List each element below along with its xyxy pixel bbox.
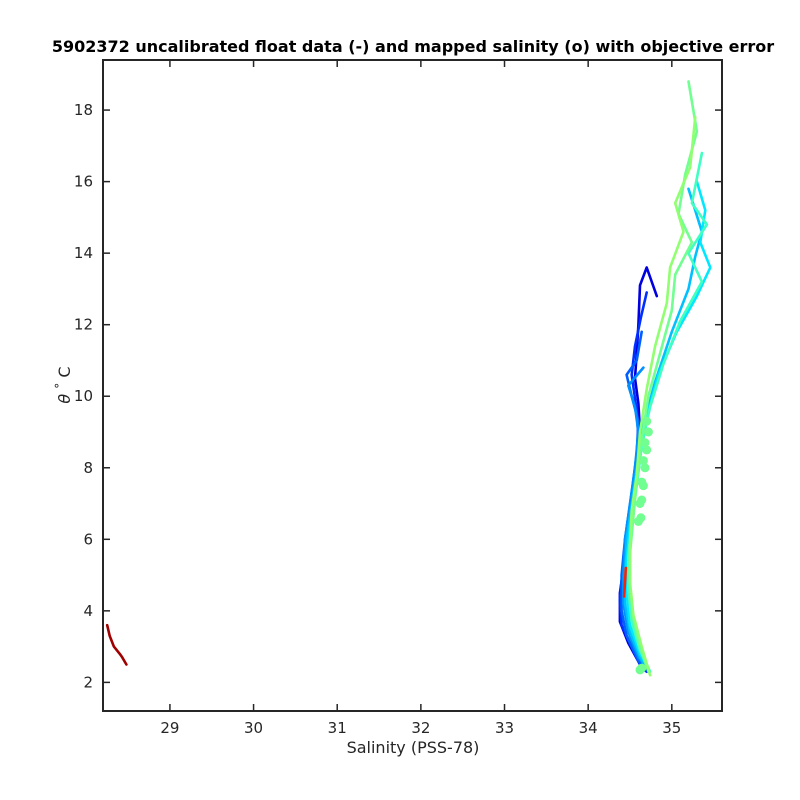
mapped-salinity-point bbox=[638, 456, 648, 466]
y-axis: 2 4 6 8 10 12 14 16 18 bbox=[74, 101, 722, 691]
float-profile-8 bbox=[628, 80, 699, 673]
y-axis-label-degree: ° bbox=[53, 383, 67, 389]
mapped-salinity-point bbox=[640, 463, 650, 473]
y-tick-label: 2 bbox=[83, 673, 93, 691]
float-profile-10 bbox=[622, 566, 628, 598]
float-profile-4 bbox=[622, 366, 648, 670]
x-axis-label: Salinity (PSS-78) bbox=[347, 738, 480, 757]
x-tick-label: 30 bbox=[244, 719, 263, 737]
mapped-salinity-point bbox=[637, 663, 647, 673]
y-tick-label: 12 bbox=[74, 316, 93, 334]
y-axis-label-unit: C bbox=[55, 366, 74, 377]
y-tick-label: 14 bbox=[74, 244, 93, 262]
mapped-salinity-point bbox=[636, 513, 646, 523]
axes-frame bbox=[102, 59, 723, 712]
mapped-salinity-point bbox=[642, 416, 652, 426]
x-tick-label: 35 bbox=[662, 719, 681, 737]
x-tick-label: 32 bbox=[411, 719, 430, 737]
mapped-salinity-point bbox=[640, 438, 650, 448]
y-tick-label: 8 bbox=[83, 459, 93, 477]
y-tick-label: 6 bbox=[83, 530, 93, 548]
float-profile-11 bbox=[105, 623, 128, 666]
chart-title: 5902372 uncalibrated float data (-) and … bbox=[52, 37, 774, 56]
mapped-salinity-point bbox=[637, 477, 647, 487]
y-axis-label-symbol: θ bbox=[55, 394, 74, 404]
y-axis-label: θ ° C bbox=[49, 366, 74, 403]
mapped-salinity-point bbox=[643, 427, 653, 437]
float-profile-9 bbox=[628, 115, 697, 677]
x-tick-label: 29 bbox=[160, 719, 179, 737]
x-axis: 29 30 31 32 33 34 35 bbox=[160, 60, 681, 737]
x-tick-label: 33 bbox=[495, 719, 514, 737]
x-tick-label: 31 bbox=[328, 719, 347, 737]
y-tick-label: 16 bbox=[74, 173, 93, 191]
mapped-salinity-point bbox=[642, 445, 652, 455]
y-tick-label: 10 bbox=[74, 387, 93, 405]
y-tick-label: 4 bbox=[83, 602, 93, 620]
y-tick-label: 18 bbox=[74, 101, 93, 119]
x-tick-label: 34 bbox=[579, 719, 598, 737]
float-profile-7 bbox=[627, 151, 709, 673]
mapped-salinity-point bbox=[637, 495, 647, 505]
plot-area bbox=[105, 80, 712, 677]
